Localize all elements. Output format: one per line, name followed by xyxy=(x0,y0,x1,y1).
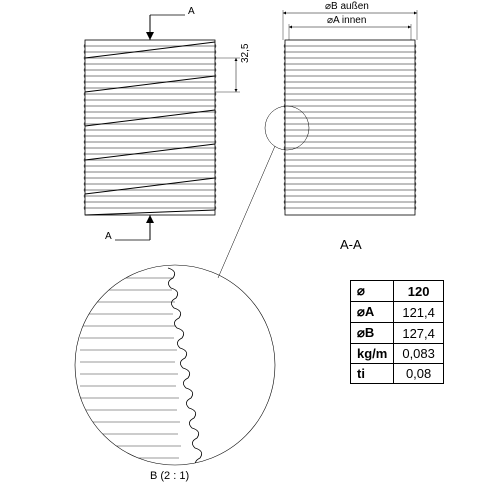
table-row: ⌀A121,4 xyxy=(351,302,444,323)
section-view-label: A-A xyxy=(340,237,362,252)
pitch-dimension xyxy=(215,58,240,92)
section-letter-top: A xyxy=(188,6,195,17)
pitch-value: 32,5 xyxy=(240,44,251,63)
inner-diameter-label: ⌀A innen xyxy=(327,15,366,26)
table-row: kg/m0,083 xyxy=(351,344,444,364)
section-letter-bottom: A xyxy=(105,231,112,242)
section-arrows xyxy=(115,15,185,240)
left-tube-drawing xyxy=(84,40,216,215)
detail-source-circle xyxy=(265,106,309,150)
detail-view-label: B (2 : 1) xyxy=(150,470,189,482)
table-row: ⌀B127,4 xyxy=(351,323,444,344)
detail-view-content xyxy=(80,268,202,468)
detail-circle xyxy=(75,265,275,465)
table-row: ti0,08 xyxy=(351,364,444,384)
right-tube-drawing xyxy=(284,40,416,215)
outer-diameter-label: ⌀B außen xyxy=(325,1,369,12)
detail-leader xyxy=(218,146,275,278)
table-row: ⌀120 xyxy=(351,281,444,302)
spec-table: ⌀120 ⌀A121,4 ⌀B127,4 kg/m0,083 ti0,08 xyxy=(350,280,444,384)
